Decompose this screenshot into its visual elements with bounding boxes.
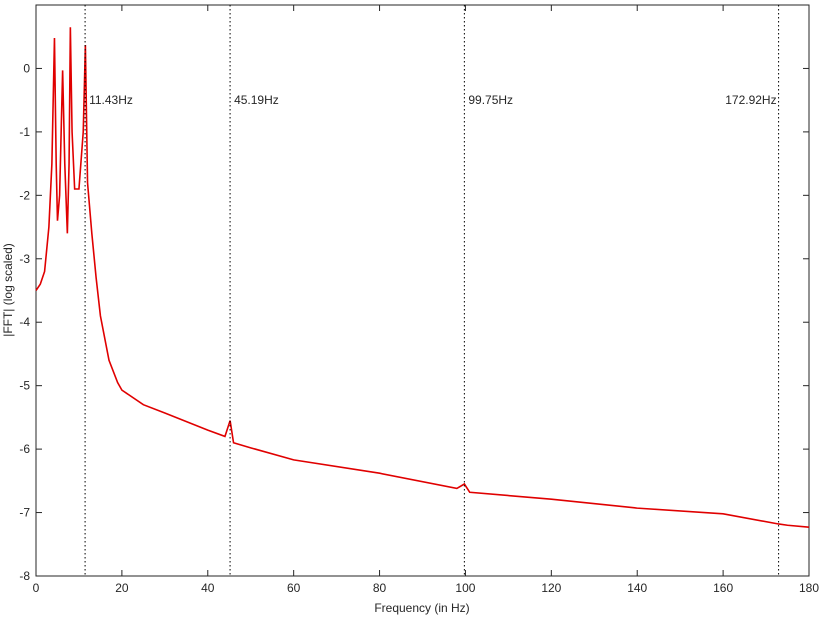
y-tick-label: -7	[19, 506, 30, 520]
x-tick-label: 160	[713, 581, 733, 595]
x-tick-label: 0	[33, 581, 40, 595]
x-tick-label: 100	[455, 581, 475, 595]
y-tick-label: 0	[23, 61, 30, 75]
data-line	[35, 27, 810, 528]
x-tick-label: 120	[541, 581, 561, 595]
x-tick-label: 80	[373, 581, 387, 595]
annotation-label: 99.75Hz	[468, 93, 513, 107]
x-tick-label: 20	[115, 581, 129, 595]
y-tick-label: -2	[19, 188, 30, 202]
annotation-label: 45.19Hz	[234, 93, 279, 107]
y-tick-label: -3	[19, 252, 30, 266]
y-axis-label: |FFT| (log scaled)	[1, 243, 15, 337]
y-tick-label: -1	[19, 125, 30, 139]
x-tick-label: 180	[799, 581, 819, 595]
annotation-label: 11.43Hz	[89, 93, 133, 107]
y-tick-label: -5	[19, 379, 30, 393]
y-tick-label: -8	[19, 569, 30, 583]
annotation-label: 172.92Hz	[725, 93, 776, 107]
x-tick-label: 60	[287, 581, 301, 595]
x-tick-label: 140	[627, 581, 647, 595]
x-axis-label: Frequency (in Hz)	[374, 601, 469, 615]
y-tick-label: -6	[19, 442, 30, 456]
y-tick-label: -4	[19, 315, 30, 329]
plot-box	[35, 4, 810, 577]
x-tick-label: 40	[201, 581, 215, 595]
